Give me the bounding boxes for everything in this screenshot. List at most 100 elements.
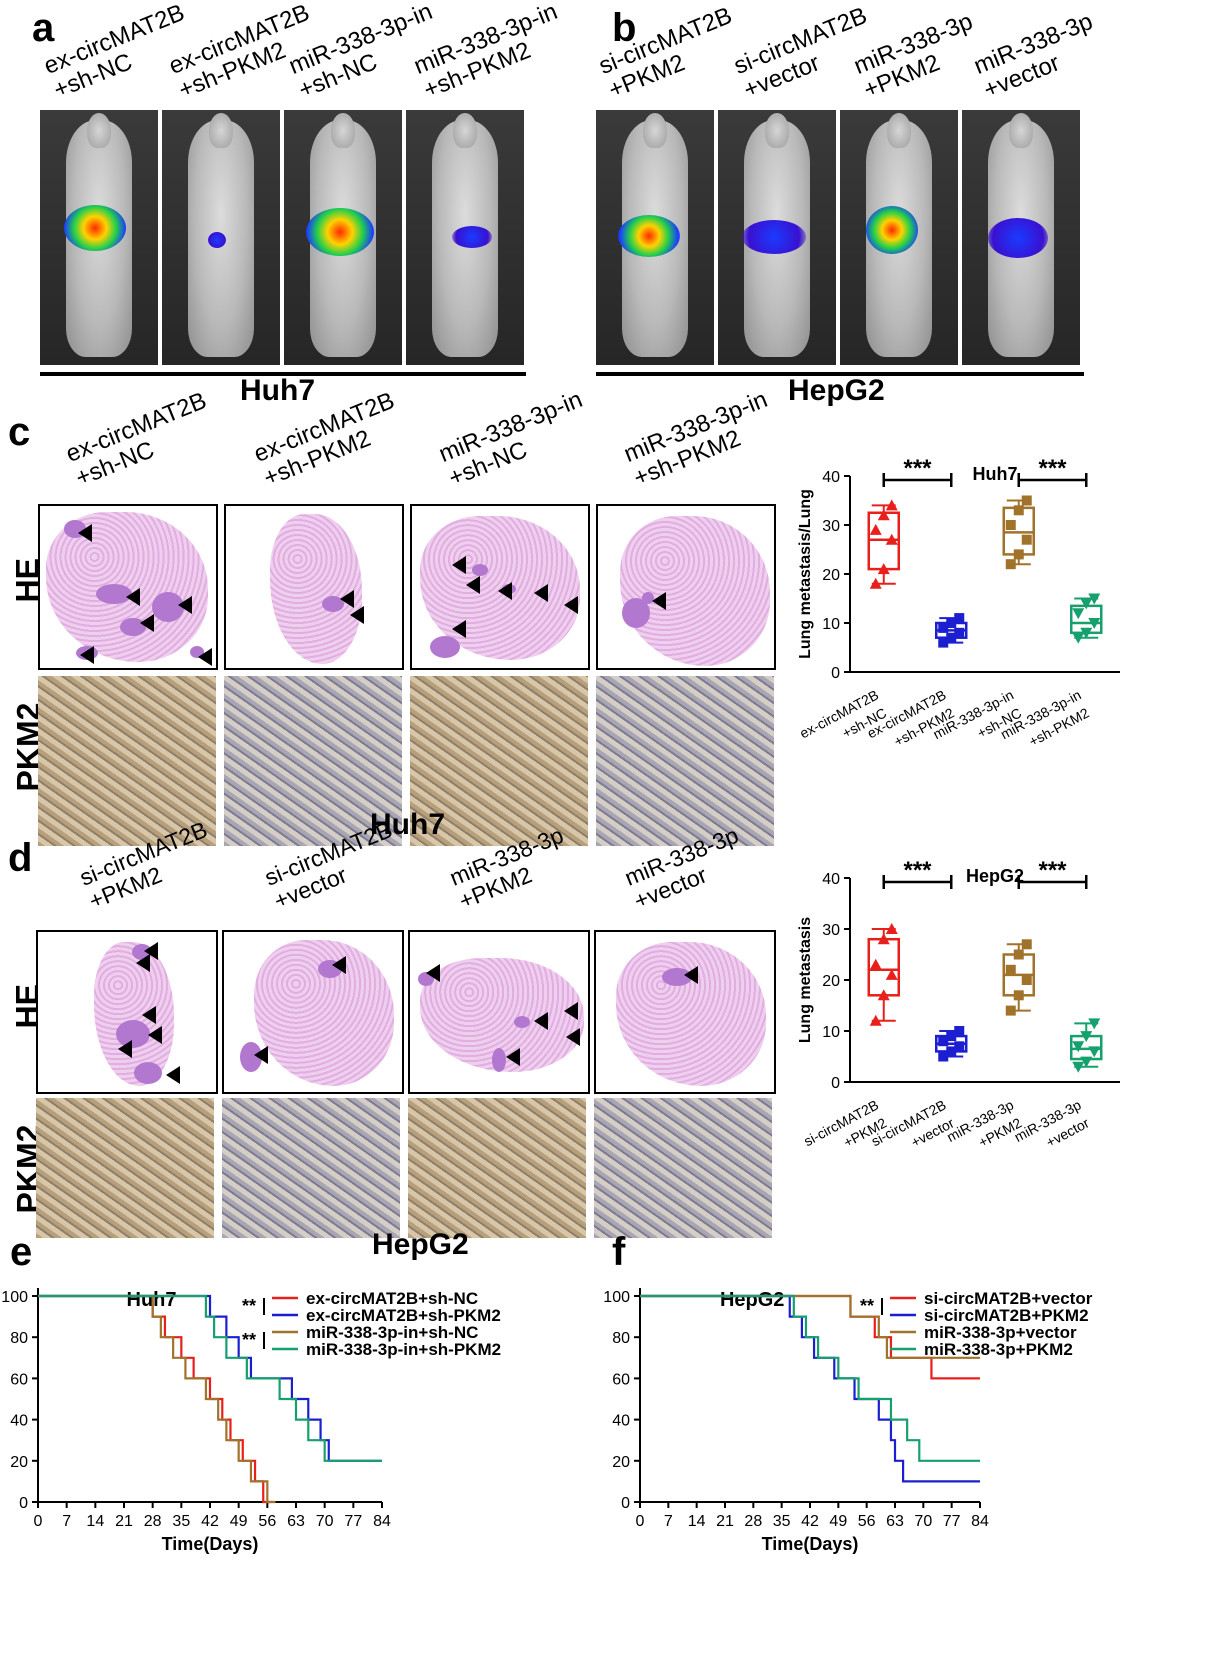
data-point <box>877 563 890 575</box>
ihc-pkm2-d1 <box>36 1098 214 1238</box>
y-tick-label: 30 <box>822 518 840 535</box>
significance-stars: *** <box>903 860 932 884</box>
data-point <box>946 1046 957 1057</box>
he-section-d4 <box>594 930 776 1094</box>
imaging-mouse-a4 <box>406 110 524 365</box>
x-tick-label: 42 <box>801 1513 819 1530</box>
x-tick-label: 77 <box>943 1513 961 1530</box>
data-point <box>954 1041 965 1052</box>
x-tick-label: 7 <box>664 1513 673 1530</box>
caption-text: ex-circMAT2B +sh-NC <box>62 387 211 492</box>
data-point <box>954 627 965 638</box>
x-tick-label: 56 <box>858 1513 876 1530</box>
y-tick-label: 100 <box>603 1289 630 1306</box>
data-point <box>1088 1018 1101 1030</box>
data-point <box>946 1031 957 1042</box>
legend-label: miR-338-3p+vector <box>924 1323 1077 1342</box>
x-tick-label: 56 <box>258 1513 276 1530</box>
data-point <box>1013 949 1024 960</box>
caption-b-3: miR-338-3p +PKM2 <box>850 8 987 104</box>
ihc-pkm2-d2 <box>222 1098 400 1238</box>
x-tick-label: 84 <box>971 1513 989 1530</box>
ihc-pkm2-d4 <box>594 1098 772 1238</box>
survival-line <box>640 1294 980 1462</box>
x-tick-label: 21 <box>115 1513 133 1530</box>
ihc-pkm2-c1 <box>38 676 216 846</box>
data-point <box>1080 1056 1093 1068</box>
y-tick-label: 40 <box>10 1413 28 1430</box>
y-tick-label: 20 <box>822 973 840 990</box>
x-tick-label: 70 <box>914 1513 932 1530</box>
x-tick-label: 63 <box>287 1513 305 1530</box>
data-point <box>869 1014 882 1026</box>
data-point <box>1005 559 1016 570</box>
significance-stars: ** <box>242 1296 256 1316</box>
x-axis-label: Time(Days) <box>762 1534 859 1554</box>
x-tick-label: 63 <box>886 1513 904 1530</box>
data-point <box>954 1026 965 1036</box>
y-tick-label: 10 <box>822 1024 840 1041</box>
he-section-c3 <box>410 504 590 670</box>
y-tick-label: 0 <box>621 1495 630 1512</box>
x-tick-label: 0 <box>34 1513 43 1530</box>
data-point <box>938 1036 949 1047</box>
cell-line-label-d: HepG2 <box>372 1228 469 1261</box>
chart-title: HepG2 <box>720 1289 784 1311</box>
x-tick-label: 14 <box>86 1513 104 1530</box>
data-point <box>938 637 949 648</box>
he-section-d3 <box>408 930 590 1094</box>
data-point <box>1021 975 1032 985</box>
data-point <box>1072 1061 1085 1073</box>
imaging-mouse-a2 <box>162 110 280 365</box>
data-point <box>877 933 890 945</box>
legend-label: si-circMAT2B+PKM2 <box>924 1306 1089 1325</box>
panel-label-d: d <box>8 836 33 880</box>
data-point <box>877 989 890 1001</box>
group-bar-b <box>596 372 1084 376</box>
x-tick-label: 14 <box>688 1513 706 1530</box>
panel-label-b: b <box>612 6 637 50</box>
y-tick-label: 20 <box>822 567 840 584</box>
imaging-mouse-b2 <box>718 110 836 365</box>
y-tick-label: 20 <box>10 1454 28 1471</box>
ihc-pkm2-d3 <box>408 1098 586 1238</box>
data-point <box>1088 1046 1101 1058</box>
x-tick-label: 42 <box>201 1513 219 1530</box>
chart-title: Huh7 <box>973 464 1018 484</box>
significance-stars: ** <box>860 1296 874 1316</box>
significance-stars: *** <box>903 455 932 482</box>
caption-b-4: miR-338-3p +vector <box>970 8 1107 104</box>
data-point <box>1013 990 1024 1001</box>
group-bar-a <box>40 372 526 376</box>
x-tick-label: 7 <box>62 1513 71 1530</box>
data-point <box>885 533 898 545</box>
y-tick-label: 40 <box>822 469 840 486</box>
survival-line <box>38 1294 382 1462</box>
data-point <box>877 509 890 521</box>
data-point <box>1080 598 1093 610</box>
ihc-pkm2-c4 <box>596 676 774 846</box>
y-tick-label: 20 <box>612 1454 630 1471</box>
legend-label: miR-338-3p-in+sh-PKM2 <box>306 1340 501 1359</box>
y-tick-label: 40 <box>612 1413 630 1430</box>
y-tick-label: 0 <box>19 1495 28 1512</box>
survival-curve-f: 0 20 40 60 80 100 0 7 14 21 28 35 42 49 56 63 70 77 84 Time… <box>603 1288 1093 1554</box>
y-axis-label: Lung metastasis/Lung <box>797 489 814 659</box>
data-point <box>869 958 882 970</box>
data-point <box>1021 534 1032 545</box>
data-point <box>1080 627 1093 639</box>
caption-c-1: ex-circMAT2B +sh-NC <box>62 387 221 492</box>
y-tick-label: 0 <box>831 1075 840 1092</box>
caption-text: si-circMAT2B +vector <box>730 2 871 104</box>
x-tick-label: 35 <box>773 1513 791 1530</box>
survival-line <box>640 1294 980 1359</box>
legend-label: ex-circMAT2B+sh-NC <box>306 1289 478 1308</box>
data-point <box>938 1051 949 1062</box>
data-point <box>1072 608 1085 620</box>
data-point <box>1072 1041 1085 1053</box>
data-point <box>885 968 898 980</box>
significance-stars: ** <box>242 1330 256 1350</box>
x-tick-label: 84 <box>373 1513 391 1530</box>
